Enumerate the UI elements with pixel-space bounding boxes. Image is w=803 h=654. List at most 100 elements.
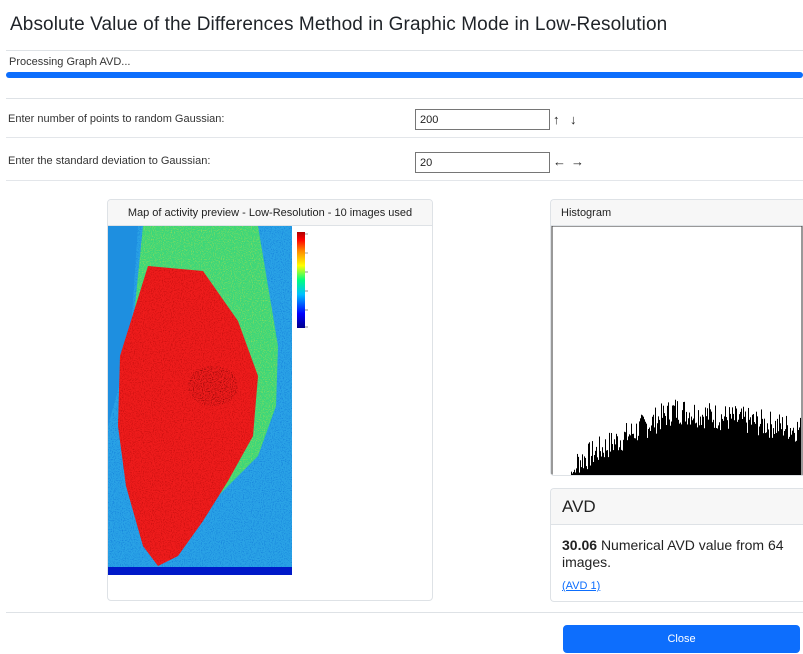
histogram-bar — [642, 415, 643, 475]
histogram-bar — [596, 446, 597, 475]
histogram-bar — [573, 471, 574, 475]
histogram-bar — [707, 408, 708, 475]
histogram-bar — [607, 450, 608, 475]
histogram-bar — [799, 427, 800, 475]
histogram-bar — [630, 435, 631, 475]
arrow-down-icon[interactable]: ↓ — [570, 112, 577, 127]
histogram-bar — [583, 468, 584, 475]
histogram-bar — [735, 406, 736, 475]
histogram-bar — [770, 411, 771, 475]
histogram-bar — [785, 429, 786, 475]
histogram-bar — [800, 417, 801, 475]
histogram-bar — [758, 435, 759, 475]
histogram-bar — [708, 419, 709, 475]
histogram-bar — [734, 420, 735, 475]
histogram-bar — [622, 450, 623, 475]
histogram-bar — [691, 416, 692, 475]
histogram-bar — [671, 421, 672, 475]
histogram-bar — [627, 440, 628, 475]
section-divider — [6, 98, 803, 99]
histogram-bar — [615, 444, 616, 475]
progress-status: Processing Graph AVD... — [9, 56, 131, 68]
histogram-bar — [763, 433, 764, 475]
histogram-bar — [680, 422, 681, 475]
histogram-bar — [779, 414, 780, 475]
histogram-bar — [722, 418, 723, 475]
histogram-bar — [701, 424, 702, 475]
histogram-bar — [599, 436, 600, 475]
histogram-bar — [616, 433, 617, 475]
histogram-bar — [609, 432, 610, 475]
histogram-bar — [597, 457, 598, 475]
histogram-bar — [712, 422, 713, 475]
histogram-bar — [621, 449, 622, 475]
histogram-bar — [687, 424, 688, 475]
histogram-bar — [762, 418, 763, 475]
histogram-bar — [777, 418, 778, 475]
histogram-bar — [578, 456, 579, 475]
close-button[interactable]: Close — [563, 625, 800, 653]
points-input[interactable] — [415, 109, 550, 130]
histogram-bar — [664, 413, 665, 475]
histogram-bar — [749, 419, 750, 475]
histogram-bar — [730, 413, 731, 475]
histogram-bar — [714, 427, 715, 475]
histogram-bar — [603, 452, 604, 475]
histogram-bar — [791, 434, 792, 475]
title-divider — [6, 50, 803, 51]
histogram-bar — [713, 419, 714, 475]
histogram-bar — [771, 424, 772, 475]
histogram-bar — [685, 421, 686, 475]
histogram-bar — [595, 450, 596, 475]
stddev-input[interactable] — [415, 152, 550, 173]
histogram-bar — [667, 405, 668, 475]
histogram-bar — [643, 416, 644, 475]
arrow-up-icon[interactable]: ↑ — [553, 112, 560, 127]
histogram-bar — [669, 419, 670, 475]
histogram-bar — [645, 421, 646, 475]
histogram-bar — [757, 416, 758, 475]
histogram-bar — [626, 423, 627, 475]
histogram-bar — [658, 416, 659, 475]
histogram-bar — [661, 403, 662, 475]
arrow-left-icon[interactable]: ← — [553, 154, 566, 169]
histogram-bar — [580, 460, 581, 475]
histogram-bar — [676, 417, 677, 475]
histogram-bar — [571, 471, 572, 475]
histogram-bar — [673, 405, 674, 475]
avd-panel: AVD 30.06 Numerical AVD value from 64 im… — [550, 488, 803, 602]
histogram-bar — [690, 424, 691, 475]
histogram-bar — [786, 415, 787, 475]
histogram-bar — [697, 427, 698, 475]
histogram-panel: Histogram — [550, 199, 803, 476]
histogram-bar — [776, 432, 777, 475]
histogram-bar — [584, 456, 585, 475]
histogram-bar — [592, 441, 593, 475]
histogram-plot — [551, 226, 803, 475]
arrow-right-icon[interactable]: → — [571, 154, 584, 169]
histogram-bar — [742, 419, 743, 475]
histogram-bar — [728, 428, 729, 475]
histogram-bar — [618, 450, 619, 475]
histogram-bar — [587, 469, 588, 475]
histogram-bar — [750, 417, 751, 475]
histogram-bar — [660, 429, 661, 475]
histogram-bar — [639, 421, 640, 475]
histogram-bar — [644, 419, 645, 475]
histogram-bar — [692, 420, 693, 475]
histogram-bar — [748, 407, 749, 475]
progress-bar-fill — [6, 72, 803, 78]
histogram-bar — [783, 435, 784, 475]
histogram-bar — [662, 417, 663, 475]
avd-link[interactable]: (AVD 1) — [562, 580, 601, 592]
histogram-bar — [741, 408, 742, 475]
histogram-bar — [718, 425, 719, 475]
histogram-bar — [739, 414, 740, 475]
histogram-bar — [619, 447, 620, 475]
histogram-bar — [672, 405, 673, 475]
histogram-bar — [766, 432, 767, 475]
histogram-bar — [575, 472, 576, 475]
histogram-bar — [760, 423, 761, 475]
histogram-bar — [668, 402, 669, 475]
histogram-bar — [677, 401, 678, 475]
